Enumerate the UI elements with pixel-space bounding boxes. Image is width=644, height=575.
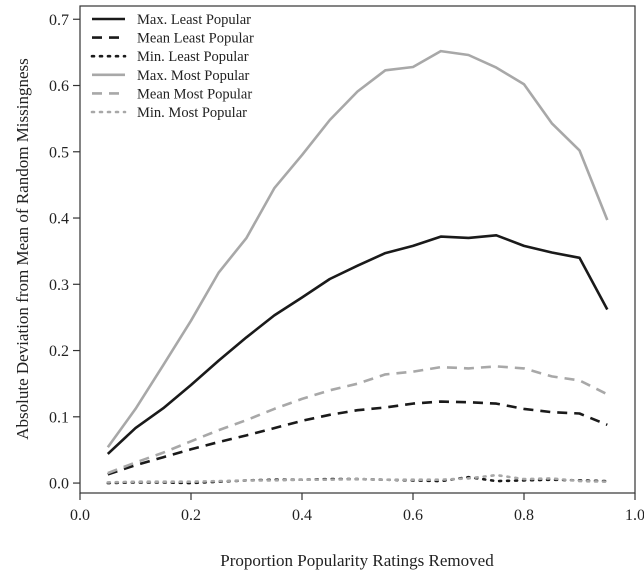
x-axis-label: Proportion Popularity Ratings Removed <box>220 551 494 570</box>
legend-label: Max. Least Popular <box>137 12 251 28</box>
series-line-mean-least-popular <box>107 400 608 476</box>
plot-frame <box>79 5 636 494</box>
legend-label: Max. Most Popular <box>137 68 250 84</box>
y-axis: 0.0 0.1 0.2 0.3 0.4 0.5 0.6 0.7 <box>49 12 80 493</box>
series-line-max-most-popular <box>106 49 609 449</box>
y-tick-label: 0.2 <box>49 343 69 360</box>
legend-label: Mean Most Popular <box>137 86 252 102</box>
legend: Max. Least Popular Mean Least Popular Min.… <box>90 12 254 121</box>
series-layer <box>106 49 609 485</box>
series-line-mean-most-popular <box>107 365 608 475</box>
x-tick-label: 0.2 <box>181 507 201 524</box>
legend-label: Min. Most Popular <box>137 105 247 121</box>
y-tick-label: 0.1 <box>49 409 69 426</box>
x-tick-label: 0.0 <box>70 507 90 524</box>
y-axis-label: Absolute Deviation from Mean of Random M… <box>13 58 32 440</box>
y-tick-label: 0.6 <box>49 78 69 95</box>
x-axis: 0.0 0.2 0.4 0.6 0.8 1.0 <box>70 493 644 524</box>
x-tick-label: 0.4 <box>292 507 312 524</box>
y-tick-label: 0.0 <box>49 476 69 493</box>
y-tick-label: 0.3 <box>49 277 69 294</box>
series-line-max-least-popular <box>106 234 609 455</box>
y-tick-label: 0.7 <box>49 12 69 29</box>
x-tick-label: 1.0 <box>625 507 644 524</box>
legend-label: Min. Least Popular <box>137 49 249 65</box>
y-tick-label: 0.4 <box>49 211 69 228</box>
series-line-min-most-popular <box>106 473 609 484</box>
x-tick-label: 0.8 <box>514 507 534 524</box>
legend-label: Mean Least Popular <box>137 31 254 47</box>
y-tick-label: 0.5 <box>49 144 69 161</box>
x-tick-label: 0.6 <box>403 507 423 524</box>
